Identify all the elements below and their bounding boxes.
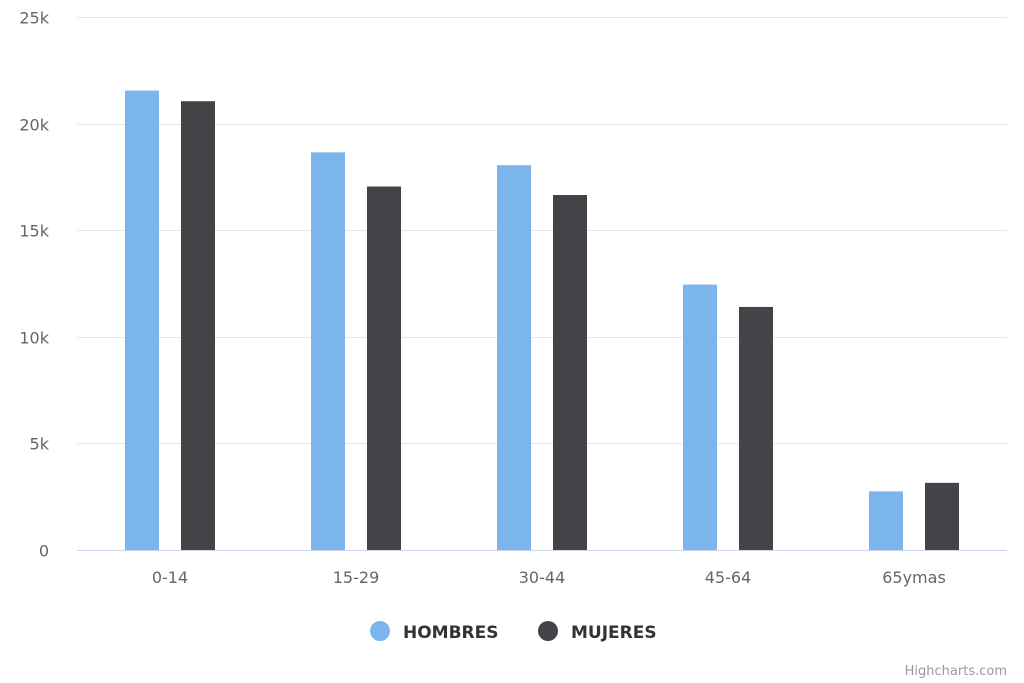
grid-lines [77,17,1007,444]
legend[interactable]: HOMBRES MUJERES [370,621,657,643]
legend-item-hombres[interactable]: HOMBRES [370,621,499,643]
bar-mujeres-65ymas[interactable] [925,482,959,550]
bar-mujeres-0-14[interactable] [181,101,215,551]
y-tick-label: 15k [19,222,49,241]
x-tick-label: 45-64 [705,568,752,587]
legend-marker [370,621,390,641]
bar-mujeres-30-44[interactable] [553,195,587,550]
y-tick-label: 0 [39,542,49,561]
bar-hombres-65ymas[interactable] [869,491,903,550]
bar-hombres-30-44[interactable] [497,165,531,550]
y-tick-label: 10k [19,329,49,348]
bar-hombres-0-14[interactable] [125,90,159,550]
bar-mujeres-45-64[interactable] [739,306,773,550]
x-tick-label: 15-29 [333,568,380,587]
legend-label: HOMBRES [403,623,499,643]
y-tick-label: 5k [30,435,50,454]
legend-label: MUJERES [571,623,657,643]
credits-label[interactable]: Highcharts.com [905,664,1007,679]
bar-hombres-45-64[interactable] [683,284,717,550]
x-axis-ticks: 0-14 15-29 30-44 45-64 65ymas [152,568,946,587]
legend-item-mujeres[interactable]: MUJERES [538,621,657,643]
x-tick-label: 65ymas [882,568,946,587]
x-tick-label: 0-14 [152,568,188,587]
x-tick-label: 30-44 [519,568,566,587]
y-axis-ticks: 0 5k 10k 15k 20k 25k [19,9,49,561]
legend-marker [538,621,558,641]
bars[interactable] [125,90,959,551]
bar-hombres-15-29[interactable] [311,152,345,550]
bar-mujeres-15-29[interactable] [367,186,401,550]
y-tick-label: 25k [19,9,49,28]
y-tick-label: 20k [19,116,49,135]
